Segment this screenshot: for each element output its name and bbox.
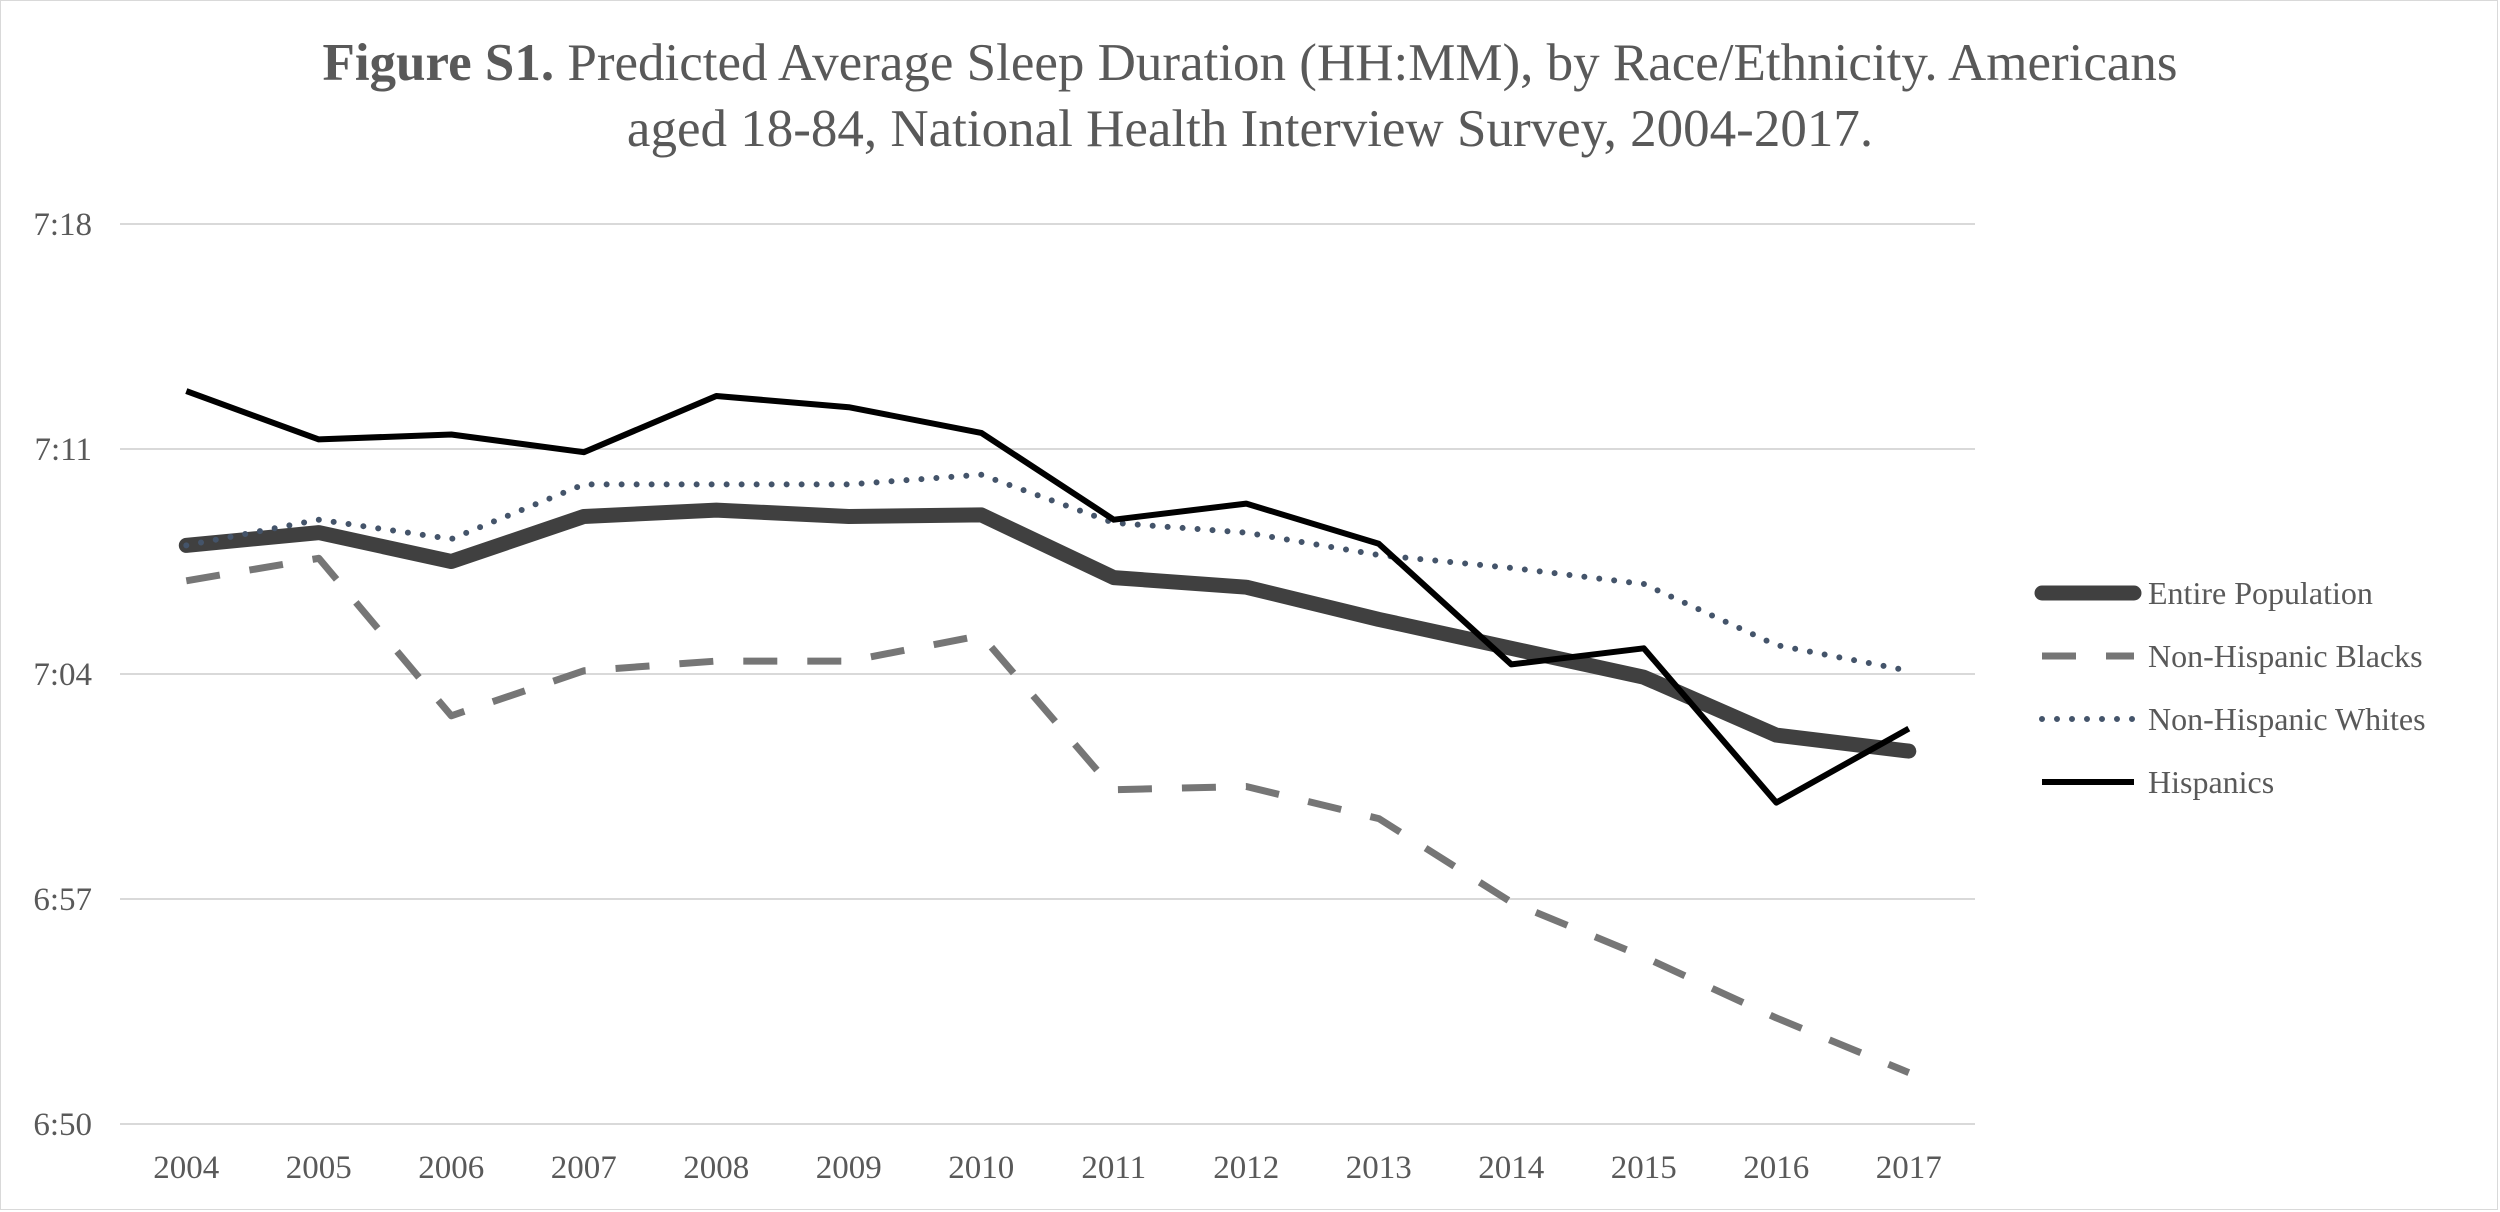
x-tick-label: 2016 xyxy=(1743,1150,1809,1186)
y-tick-label: 7:04 xyxy=(33,657,92,693)
series-line-entire-population xyxy=(178,502,1917,759)
y-tick-label: 6:50 xyxy=(33,1107,92,1143)
x-tick-label: 2004 xyxy=(153,1150,219,1186)
x-tick-label: 2015 xyxy=(1611,1150,1677,1186)
series-line-non-hispanic-whites xyxy=(183,471,1912,674)
x-tick-label: 2014 xyxy=(1478,1150,1544,1186)
x-tick-label: 2013 xyxy=(1346,1150,1412,1186)
legend: Entire Population Non-Hispanic Blacks Non-… xyxy=(2034,575,2426,800)
x-tick-label: 2017 xyxy=(1876,1150,1942,1186)
title-line-1: Figure S1. Predicted Average Sleep Durat… xyxy=(0,30,2500,96)
x-tick-label: 2005 xyxy=(286,1150,352,1186)
legend-label: Non-Hispanic Whites xyxy=(2148,701,2426,737)
x-tick-label: 2009 xyxy=(816,1150,882,1186)
title-text-1: Predicted Average Sleep Duration (HH:MM)… xyxy=(567,34,2178,92)
y-tick-label: 7:18 xyxy=(33,207,92,243)
y-tick-label: 7:11 xyxy=(35,432,92,468)
series-line-non-hispanic-blacks xyxy=(185,554,1911,1076)
legend-label: Hispanics xyxy=(2148,764,2274,800)
chart-title: Figure S1. Predicted Average Sleep Durat… xyxy=(0,30,2500,162)
x-axis-ticks: 2004 2005 2006 2007 2008 2009 2010 2011 2012 2013… xyxy=(153,1150,1942,1186)
x-tick-label: 2011 xyxy=(1081,1150,1146,1186)
gridlines xyxy=(120,223,1975,1125)
y-axis-ticks: 7:18 7:11 7:04 6:57 6:50 xyxy=(33,207,92,1143)
title-bold: Figure S1. xyxy=(322,34,555,92)
legend-label: Non-Hispanic Blacks xyxy=(2148,638,2423,674)
x-tick-label: 2010 xyxy=(948,1150,1014,1186)
legend-label: Entire Population xyxy=(2148,575,2373,611)
x-tick-label: 2012 xyxy=(1213,1150,1279,1186)
x-tick-label: 2007 xyxy=(551,1150,617,1186)
title-line-2: aged 18-84, National Health Interview Su… xyxy=(626,100,1874,158)
x-tick-label: 2006 xyxy=(418,1150,484,1186)
series-lines xyxy=(178,388,1917,1076)
y-tick-label: 6:57 xyxy=(33,882,92,918)
series-line-hispanics xyxy=(185,388,1911,806)
x-tick-label: 2008 xyxy=(683,1150,749,1186)
